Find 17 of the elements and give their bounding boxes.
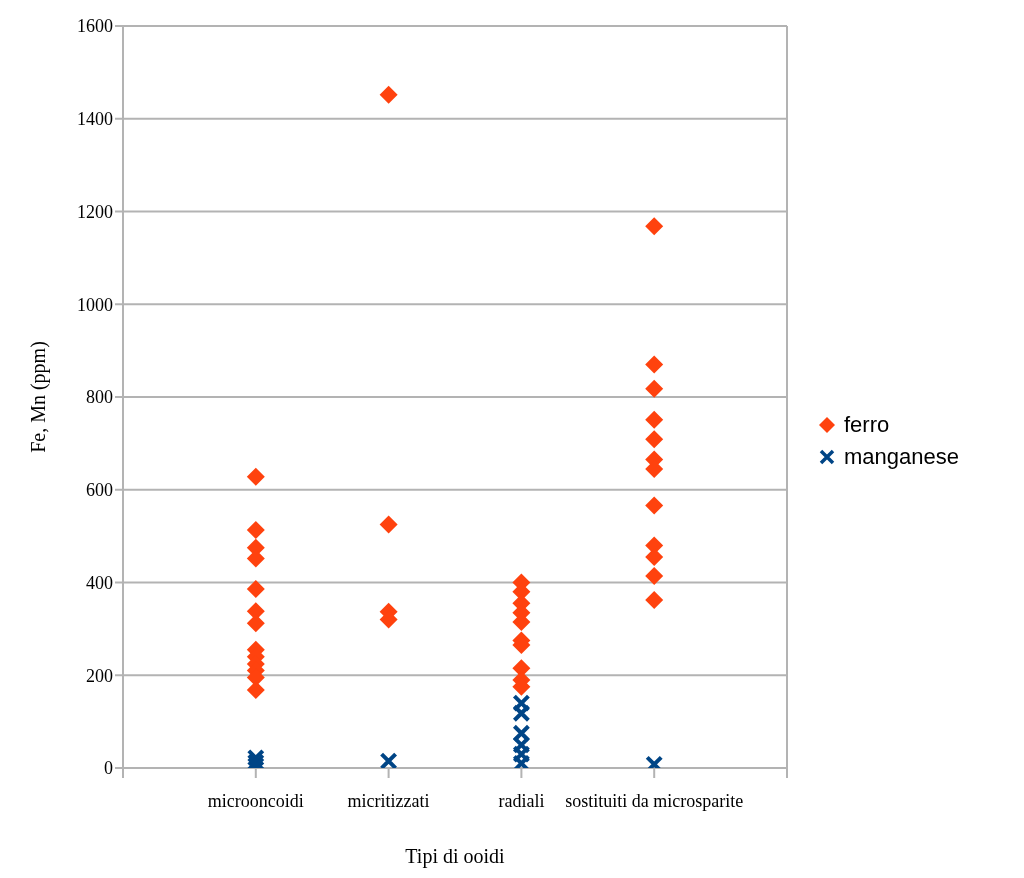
x-tick-label: sostituiti da microsparite — [565, 790, 744, 811]
legend-label: ferro — [844, 411, 890, 438]
y-tick-label: 0 — [104, 758, 113, 779]
legend-label: manganese — [844, 443, 959, 470]
y-tick-label: 1400 — [77, 109, 113, 130]
y-tick-label: 200 — [86, 665, 113, 686]
y-tick-label: 1000 — [77, 294, 113, 315]
x-tick-label: microoncoidi — [207, 790, 304, 811]
y-tick-label: 600 — [86, 480, 113, 501]
y-tick-label: 1200 — [77, 201, 113, 222]
y-tick-label: 1600 — [77, 16, 113, 37]
x-tick-label: radiali — [498, 790, 545, 811]
x-axis-title: Tipi di ooidi — [405, 845, 506, 868]
y-tick-label: 800 — [86, 387, 113, 408]
x-tick-label: micritizzati — [347, 790, 430, 811]
y-tick-label: 400 — [86, 572, 113, 593]
y-axis-title: Fe, Mn (ppm) — [27, 341, 51, 453]
